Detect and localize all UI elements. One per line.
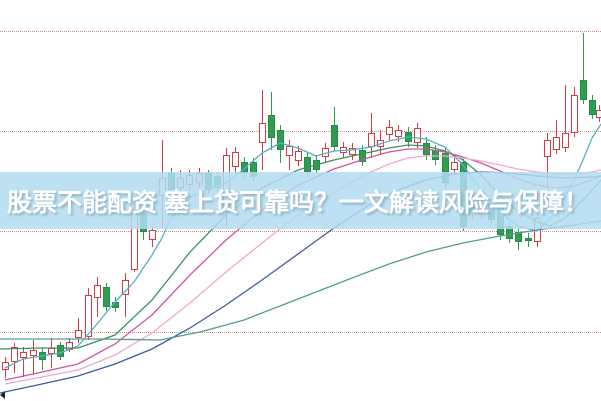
- candle-body-up: [451, 162, 458, 170]
- candle-body-up: [48, 348, 55, 354]
- candle-body-down: [359, 150, 366, 162]
- candle-body-up: [562, 133, 569, 148]
- candle-body-down: [313, 160, 320, 170]
- candle-body-down: [423, 143, 430, 155]
- candle-body-up: [30, 350, 37, 356]
- corner-mark: [0, 391, 5, 399]
- candle-body-down: [112, 302, 119, 308]
- candle-body-down: [268, 115, 275, 138]
- candle-body-up: [544, 140, 551, 157]
- candle-body-down: [57, 345, 64, 357]
- candle-body-up: [386, 127, 393, 135]
- candle-body-up: [368, 133, 375, 147]
- candle-wick: [583, 33, 584, 104]
- candle-body-down: [103, 287, 110, 307]
- candle-body-up: [340, 147, 347, 153]
- candle-body-up: [596, 110, 601, 118]
- candle-body-up: [571, 95, 578, 133]
- candle-body-up: [149, 230, 156, 240]
- candle-body-up: [66, 342, 73, 350]
- candle-body-up: [2, 362, 9, 370]
- candle-body-down: [304, 157, 311, 172]
- candle-body-up: [395, 130, 402, 137]
- candle-body-up: [414, 128, 421, 143]
- candle-body-up: [232, 152, 239, 167]
- gridline: [0, 31, 601, 32]
- candle-body-down: [432, 150, 439, 160]
- candle-body-down: [580, 80, 587, 100]
- candle-body-down: [525, 238, 532, 241]
- candle-body-up: [75, 330, 82, 338]
- candle-wick: [565, 85, 566, 152]
- candle-body-down: [331, 125, 338, 147]
- candle-body-up: [377, 140, 384, 147]
- candle-body-up: [553, 137, 560, 150]
- candle-body-up: [20, 352, 27, 358]
- gridline: [0, 131, 601, 132]
- candle-wick: [33, 340, 34, 375]
- candle-body-up: [322, 148, 329, 157]
- candle-body-down: [405, 132, 412, 142]
- headline-text: 股票不能配资 塞上贷可靠吗？一文解读风险与保障！: [7, 188, 589, 217]
- candle-body-up: [286, 146, 293, 156]
- candle-body-up: [295, 151, 302, 161]
- candle-body-down: [589, 100, 596, 115]
- candle-body-up: [94, 285, 101, 298]
- candle-body-up: [349, 148, 356, 155]
- candle-body-up: [85, 295, 92, 337]
- candle-body-up: [259, 123, 266, 143]
- headline-banner: 股票不能配资 塞上贷可靠吗？一文解读风险与保障！: [0, 172, 601, 229]
- candle-body-down: [515, 232, 522, 242]
- candle-body-down: [39, 352, 46, 360]
- candle-body-up: [11, 347, 18, 362]
- candle-body-down: [277, 130, 284, 150]
- candle-body-up: [122, 280, 129, 295]
